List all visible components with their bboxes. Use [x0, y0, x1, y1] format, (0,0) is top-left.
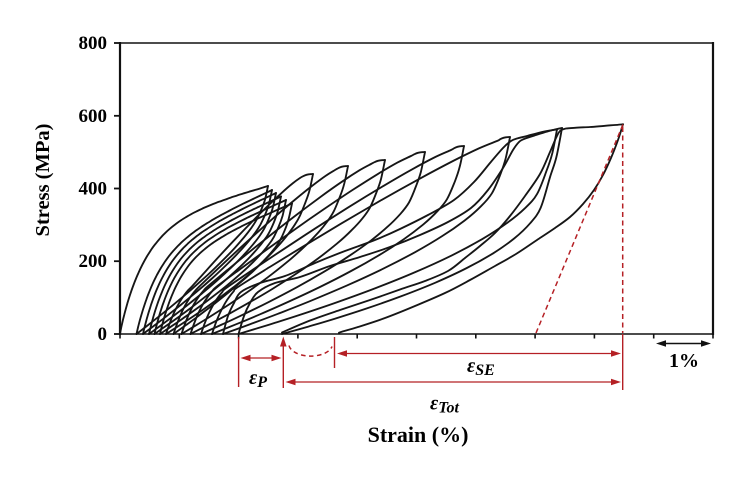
svg-text:200: 200: [79, 251, 108, 272]
svg-text:400: 400: [79, 179, 108, 200]
svg-text:1%: 1%: [669, 350, 699, 372]
svg-text:600: 600: [79, 106, 108, 127]
svg-text:Stress (MPa): Stress (MPa): [32, 124, 54, 237]
svg-text:800: 800: [79, 33, 108, 54]
svg-text:0: 0: [98, 324, 108, 345]
svg-text:Strain (%): Strain (%): [368, 422, 469, 447]
